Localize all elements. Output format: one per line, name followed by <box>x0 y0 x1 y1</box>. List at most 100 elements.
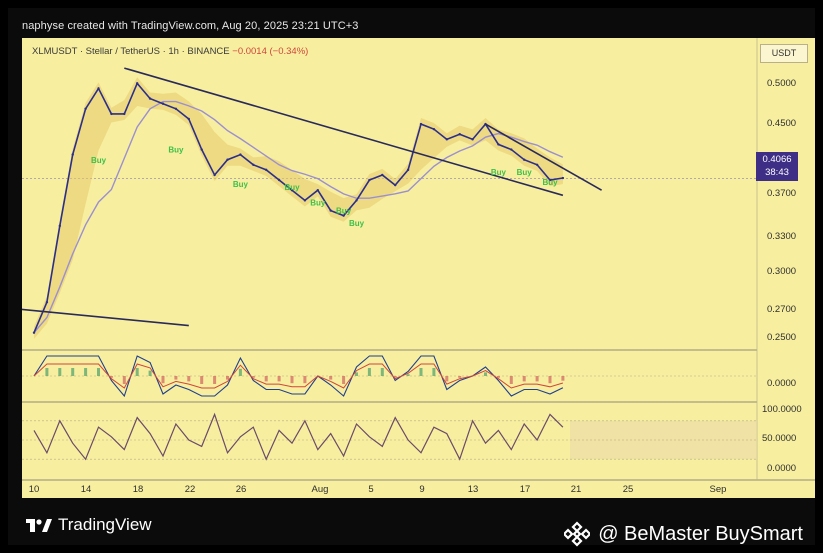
price-point <box>252 163 255 166</box>
time-axis-label: 14 <box>80 484 92 495</box>
price-axis-label: 0.3700 <box>767 188 797 199</box>
macd-histogram-bar <box>303 376 307 384</box>
bemaster-watermark: @ BeMaster BuySmart <box>564 521 803 547</box>
macd-histogram-bar <box>226 376 229 380</box>
price-point <box>174 107 178 111</box>
price-point <box>58 224 61 228</box>
buy-signal-label: Buy <box>284 183 300 192</box>
macd-histogram-bar <box>161 376 165 384</box>
buy-signal-label: Buy <box>542 178 558 187</box>
oscillator-line <box>33 412 564 461</box>
price-point <box>432 127 436 131</box>
price-point <box>200 148 203 151</box>
macd-histogram-bar <box>342 376 346 384</box>
trendline <box>485 123 602 191</box>
time-axis-label: 9 <box>419 484 425 495</box>
buy-signal-label: Buy <box>233 180 249 189</box>
last-price-tag: 0.4066 38:43 <box>756 152 798 181</box>
symbol-text: XLMUSDT · Stellar / TetherUS · 1h · BINA… <box>32 46 230 57</box>
currency-badge[interactable]: USDT <box>760 44 808 63</box>
price-point <box>32 331 36 334</box>
time-axis-label: 17 <box>519 484 531 495</box>
macd-histogram-bar <box>522 376 526 382</box>
price-point <box>239 153 242 156</box>
price-point <box>535 163 539 166</box>
price-point <box>458 133 461 136</box>
macd-histogram-bar <box>71 368 75 376</box>
price-point <box>45 300 49 304</box>
price-point <box>161 102 165 105</box>
macd-histogram-bar <box>58 368 62 376</box>
tradingview-watermark: TradingView <box>26 515 152 535</box>
cloud-band <box>34 77 563 339</box>
chart-frame: naphyse created with TradingView.com, Au… <box>8 8 815 547</box>
macd-histogram-bar <box>187 376 191 382</box>
buy-signal-label: Buy <box>168 146 184 155</box>
time-axis-label: Aug <box>311 484 329 495</box>
buy-signal-label: Buy <box>336 207 352 216</box>
macd-histogram-bar <box>419 368 423 376</box>
price-point <box>471 138 474 141</box>
price-point <box>148 97 152 100</box>
price-point <box>548 178 552 182</box>
macd-histogram-bar <box>432 368 436 376</box>
time-axis-label: 25 <box>622 484 634 495</box>
macd-histogram-bar <box>509 376 513 384</box>
price-point <box>381 173 384 177</box>
tradingview-logo-icon <box>26 519 52 532</box>
macd-histogram-bar <box>200 376 204 384</box>
macd-histogram-bar <box>406 374 410 376</box>
trendline <box>22 308 189 327</box>
macd-line <box>33 355 564 398</box>
macd-histogram-bar <box>458 376 462 378</box>
macd-histogram-bar <box>174 376 178 380</box>
price-axis-label: 0.2500 <box>767 332 797 343</box>
macd-histogram-bar <box>238 368 242 376</box>
buy-signal-label: Buy <box>91 156 107 165</box>
price-point <box>368 178 371 182</box>
macd-histogram-bar <box>97 368 100 376</box>
rsi-axis-label: 0.0000 <box>767 463 797 474</box>
symbol-info: XLMUSDT · Stellar / TetherUS · 1h · BINA… <box>32 46 308 57</box>
macd-histogram-bar <box>329 376 333 380</box>
time-axis-label: 26 <box>235 484 247 495</box>
price-point <box>277 178 281 182</box>
price-axis-label: 0.3300 <box>767 231 797 242</box>
price-point <box>497 143 500 146</box>
macd-histogram-bar <box>380 368 384 376</box>
macd-histogram-bar <box>264 376 268 382</box>
macd-histogram-bar <box>109 376 113 378</box>
time-axis-label: 18 <box>132 484 144 495</box>
price-point <box>355 199 358 202</box>
price-axis-label: 0.3000 <box>767 266 797 277</box>
price-point <box>445 138 448 141</box>
macd-histogram-bar <box>290 376 294 384</box>
macd-histogram-bar <box>355 372 358 376</box>
price-point <box>213 173 216 177</box>
price-point <box>84 107 87 111</box>
time-axis-label: Sep <box>709 484 727 495</box>
macd-histogram-bar <box>277 376 281 382</box>
chart-panel[interactable]: Buy Buy Buy Buy Buy Buy Buy Buy Buy Buy XLMUSDT ·… <box>22 38 815 498</box>
price-point <box>265 168 268 172</box>
buy-signal-label: Buy <box>310 199 326 208</box>
price-point <box>110 112 113 116</box>
price-change: −0.0014 (−0.34%) <box>232 46 309 57</box>
price-axis-label: 0.2700 <box>767 304 797 315</box>
price-point <box>419 122 423 126</box>
time-axis-label: 10 <box>28 484 40 495</box>
macd-axis-label: 0.0000 <box>767 378 797 389</box>
macd-histogram-bar <box>251 376 255 378</box>
price-point <box>303 199 307 202</box>
time-axis-label: 21 <box>570 484 582 495</box>
macd-histogram-bar <box>561 376 565 381</box>
time-axis-label: 5 <box>368 484 374 495</box>
price-point <box>187 117 190 121</box>
price-point <box>523 158 526 161</box>
chart-canvas[interactable]: Buy Buy Buy Buy Buy Buy Buy Buy Buy Buy <box>22 38 815 498</box>
macd-histogram-bar <box>393 376 397 378</box>
last-price: 0.4066 <box>762 154 792 165</box>
bemaster-wordmark: @ BeMaster BuySmart <box>598 522 803 545</box>
price-point <box>394 183 397 187</box>
signal-line <box>33 363 564 389</box>
